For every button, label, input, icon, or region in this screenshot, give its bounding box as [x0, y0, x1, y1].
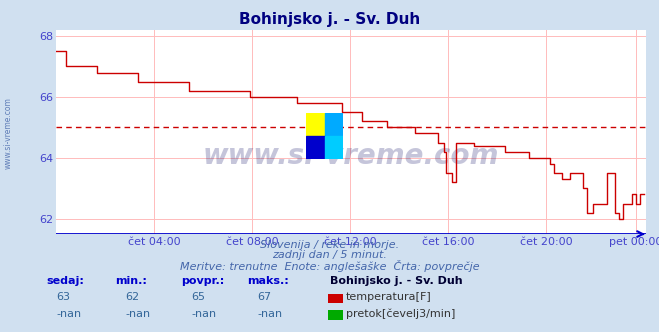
- Text: www.si-vreme.com: www.si-vreme.com: [203, 142, 499, 170]
- Text: -nan: -nan: [125, 309, 150, 319]
- Text: min.:: min.:: [115, 276, 147, 286]
- Bar: [306, 113, 325, 136]
- Text: Slovenija / reke in morje.: Slovenija / reke in morje.: [260, 240, 399, 250]
- Text: maks.:: maks.:: [247, 276, 289, 286]
- Text: -nan: -nan: [56, 309, 81, 319]
- Bar: [325, 136, 343, 159]
- Bar: [325, 113, 343, 136]
- Text: 62: 62: [125, 292, 139, 302]
- Text: povpr.:: povpr.:: [181, 276, 225, 286]
- Text: temperatura[F]: temperatura[F]: [346, 292, 432, 302]
- Text: pretok[čevelj3/min]: pretok[čevelj3/min]: [346, 308, 455, 319]
- Bar: [306, 136, 325, 159]
- Text: 67: 67: [257, 292, 271, 302]
- Text: -nan: -nan: [257, 309, 282, 319]
- Text: Meritve: trenutne  Enote: anglešaške  Črta: povprečje: Meritve: trenutne Enote: anglešaške Črta…: [180, 260, 479, 272]
- Text: sedaj:: sedaj:: [46, 276, 84, 286]
- Text: 63: 63: [56, 292, 70, 302]
- Text: www.si-vreme.com: www.si-vreme.com: [3, 97, 13, 169]
- Text: 65: 65: [191, 292, 205, 302]
- Text: Bohinjsko j. - Sv. Duh: Bohinjsko j. - Sv. Duh: [239, 12, 420, 27]
- Text: zadnji dan / 5 minut.: zadnji dan / 5 minut.: [272, 250, 387, 260]
- Text: Bohinjsko j. - Sv. Duh: Bohinjsko j. - Sv. Duh: [330, 276, 462, 286]
- Text: -nan: -nan: [191, 309, 216, 319]
